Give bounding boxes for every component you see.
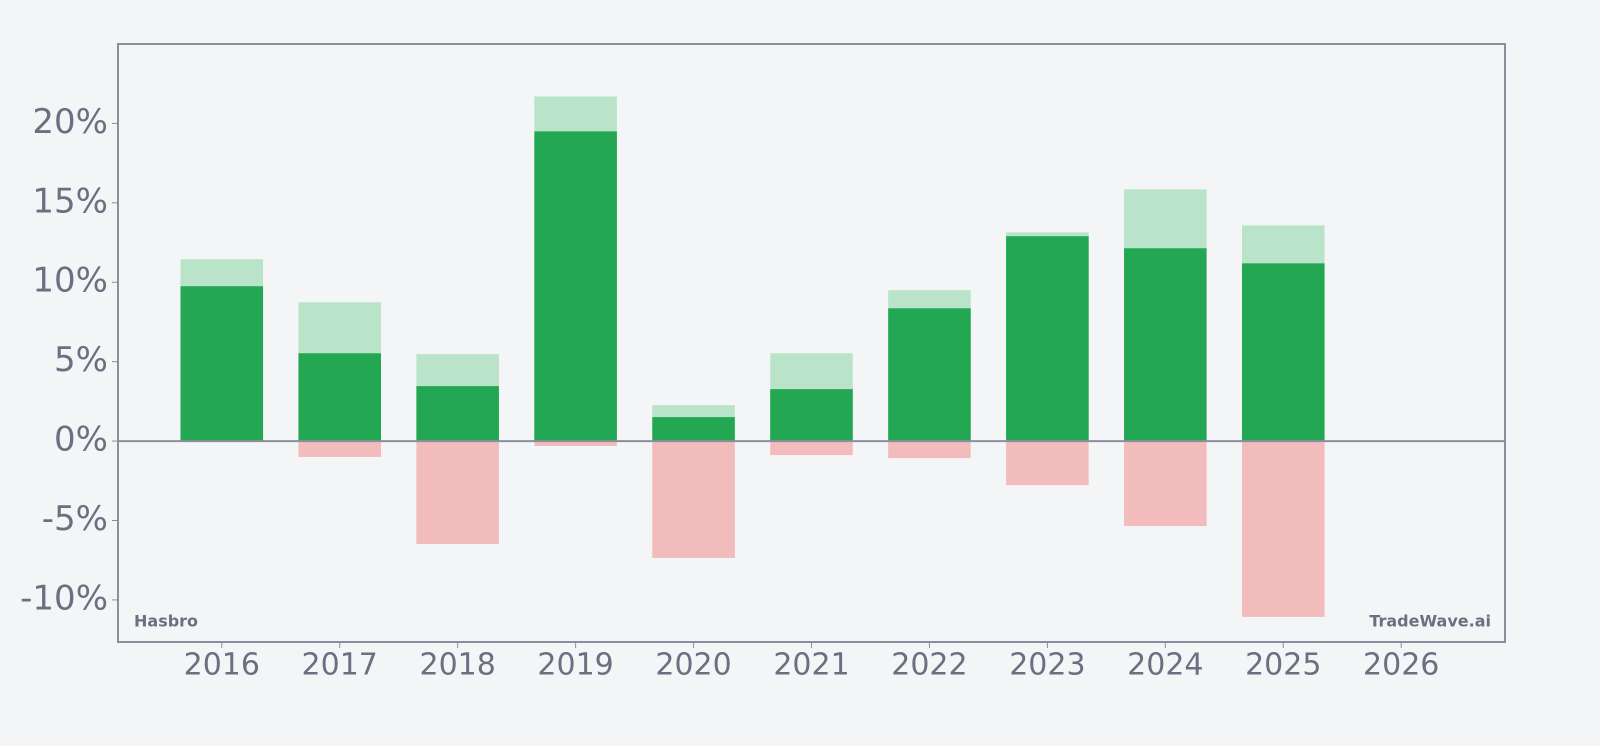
x-tick-label: 2024 <box>1127 648 1203 683</box>
bar <box>1124 441 1207 527</box>
plot-frame <box>117 43 1506 643</box>
bar <box>888 308 971 442</box>
y-tick-label: -10% <box>20 578 108 618</box>
bar <box>1124 248 1207 442</box>
bar <box>770 389 853 442</box>
x-tick-label: 2020 <box>655 648 731 683</box>
x-tick-label: 2022 <box>891 648 967 683</box>
bar <box>1241 263 1325 442</box>
x-tick-label: 2023 <box>1009 648 1085 683</box>
y-tick-label: 5% <box>54 340 108 380</box>
bar <box>298 353 382 442</box>
x-tick-label: 2016 <box>184 648 260 683</box>
bar <box>888 441 971 459</box>
y-tick-label: -5% <box>42 499 108 539</box>
bar <box>534 131 617 442</box>
bar <box>534 441 617 447</box>
bar <box>652 441 735 558</box>
x-tick-label: 2026 <box>1363 648 1439 683</box>
annotation: Hasbro <box>134 612 198 631</box>
bar <box>1006 236 1089 442</box>
bar <box>180 286 264 442</box>
x-tick-label: 2018 <box>419 648 495 683</box>
bar <box>298 441 382 457</box>
y-tick-label: 0% <box>54 420 108 460</box>
x-tick-label: 2017 <box>302 648 378 683</box>
bar <box>416 441 499 545</box>
annotation: TradeWave.ai <box>1369 612 1491 631</box>
bar <box>416 386 499 442</box>
bar <box>1006 441 1089 486</box>
bar <box>652 417 735 442</box>
bar <box>1241 441 1325 617</box>
y-tick-label: 20% <box>32 102 108 142</box>
x-tick-label: 2025 <box>1245 648 1321 683</box>
y-tick-label: 10% <box>32 261 108 301</box>
y-tick-label: 15% <box>32 181 108 221</box>
x-tick-label: 2021 <box>773 648 849 683</box>
bar <box>770 441 853 456</box>
x-tick-label: 2019 <box>537 648 613 683</box>
